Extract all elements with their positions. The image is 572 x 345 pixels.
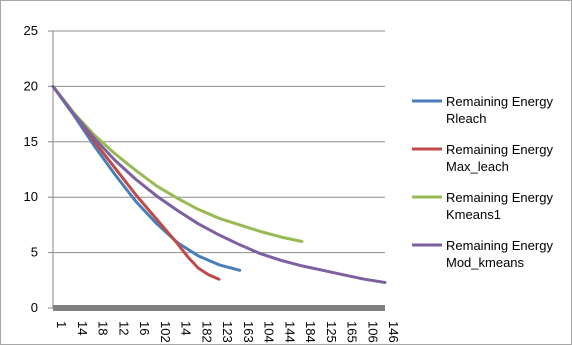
y-tick-label: 0 xyxy=(31,300,38,315)
y-tick-label: 5 xyxy=(31,245,38,260)
x-tick-label: 18 xyxy=(96,321,111,335)
legend: Remaining Energy Rleach Remaining Energy Ma… xyxy=(412,94,553,270)
x-tick-label: 165 xyxy=(345,321,360,343)
x-tick-label: 106 xyxy=(365,321,380,343)
axes xyxy=(48,30,385,311)
x-tick-label: 16 xyxy=(137,321,152,335)
y-tick-label: 10 xyxy=(24,189,38,204)
x-tick-label: 144 xyxy=(282,321,297,343)
legend-label-2: Remaining Energy xyxy=(446,142,553,157)
legend-label-2: Max_leach xyxy=(446,159,509,174)
series-line-4 xyxy=(51,84,387,284)
y-tick-label: 25 xyxy=(24,23,38,38)
x-tick-label: 12 xyxy=(116,321,131,335)
x-tick-label: 102 xyxy=(158,321,173,343)
x-tick-label: 163 xyxy=(241,321,256,343)
x-tick-label: 14 xyxy=(179,321,194,335)
series-lines xyxy=(51,84,387,284)
x-tick-label: 146 xyxy=(386,321,401,343)
legend-label-1: Remaining Energy xyxy=(446,94,553,109)
tick-labels: 0 5 10 15 20 25 1 14 18 12 16 102 14 182 123 163 104 144 1… xyxy=(24,23,401,343)
y-tick-label: 15 xyxy=(24,134,38,149)
series-line-1 xyxy=(51,84,242,272)
x-tick-label: 123 xyxy=(220,321,235,343)
y-tick-label: 20 xyxy=(24,78,38,93)
legend-label-4: Remaining Energy xyxy=(446,238,553,253)
x-tick-label: 104 xyxy=(262,321,277,343)
x-tick-label: 125 xyxy=(324,321,339,343)
x-tick-label: 14 xyxy=(75,321,90,335)
legend-label-1: Rleach xyxy=(446,111,486,126)
legend-label-4: Mod_kmeans xyxy=(446,255,525,270)
series-line-3 xyxy=(51,84,304,243)
gridlines xyxy=(53,30,385,254)
x-tick-label: 1 xyxy=(54,321,69,328)
x-axis xyxy=(53,305,385,311)
legend-label-3: Kmeans1 xyxy=(446,207,501,222)
x-tick-label: 184 xyxy=(303,321,318,343)
legend-label-3: Remaining Energy xyxy=(446,190,553,205)
x-tick-label: 182 xyxy=(199,321,214,343)
